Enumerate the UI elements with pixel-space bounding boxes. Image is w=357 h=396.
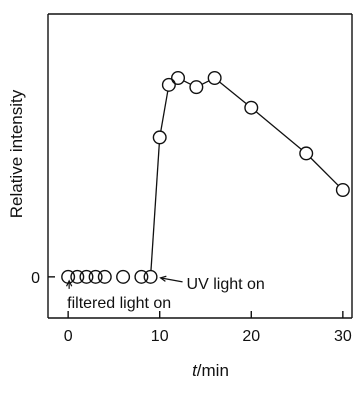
annotations: UV light on filtered light on bbox=[65, 275, 265, 312]
uv-arrow bbox=[160, 277, 183, 283]
series-line-segment bbox=[150, 143, 160, 271]
baseline-point bbox=[134, 269, 149, 284]
ticks: 0 10 20 30 0 bbox=[31, 270, 352, 345]
series-line-segment bbox=[310, 157, 339, 187]
baseline-point bbox=[116, 269, 131, 284]
baseline-point bbox=[70, 269, 85, 284]
plot-frame bbox=[47, 13, 353, 319]
filtered-arrow-head bbox=[65, 279, 73, 287]
series-lines bbox=[150, 80, 339, 271]
series-line-segment bbox=[255, 111, 302, 150]
uv-light-annotation: UV light on bbox=[187, 276, 265, 293]
data-point bbox=[207, 70, 222, 85]
baseline-point bbox=[88, 269, 103, 284]
data-point bbox=[335, 182, 350, 197]
data-points bbox=[61, 70, 350, 284]
filtered-light-annotation: filtered light on bbox=[67, 295, 171, 312]
series-line-segment bbox=[201, 80, 210, 85]
data-point bbox=[152, 130, 167, 145]
y-axis-label: Relative intensity bbox=[7, 89, 26, 218]
data-point bbox=[171, 70, 186, 85]
series-line-segment bbox=[219, 81, 247, 105]
x-tick-label: 10 bbox=[151, 328, 169, 345]
data-point bbox=[161, 77, 176, 92]
baseline-point bbox=[97, 269, 112, 284]
data-point bbox=[299, 146, 314, 161]
baseline-point bbox=[143, 269, 158, 284]
series-line-segment bbox=[183, 80, 191, 85]
baseline-point bbox=[79, 269, 94, 284]
x-axis-label-variable: t bbox=[192, 361, 198, 380]
uv-arrow-head bbox=[159, 275, 167, 282]
x-tick-label: 30 bbox=[334, 328, 352, 345]
x-axis-label: t/min bbox=[192, 361, 229, 380]
x-tick-label: 20 bbox=[242, 328, 260, 345]
series-line-segment bbox=[160, 90, 169, 132]
y-tick-label: 0 bbox=[31, 270, 40, 287]
x-tick-label: 0 bbox=[64, 328, 73, 345]
x-axis-label-unit: /min bbox=[197, 361, 229, 380]
data-point bbox=[189, 80, 204, 95]
data-point bbox=[244, 100, 259, 115]
